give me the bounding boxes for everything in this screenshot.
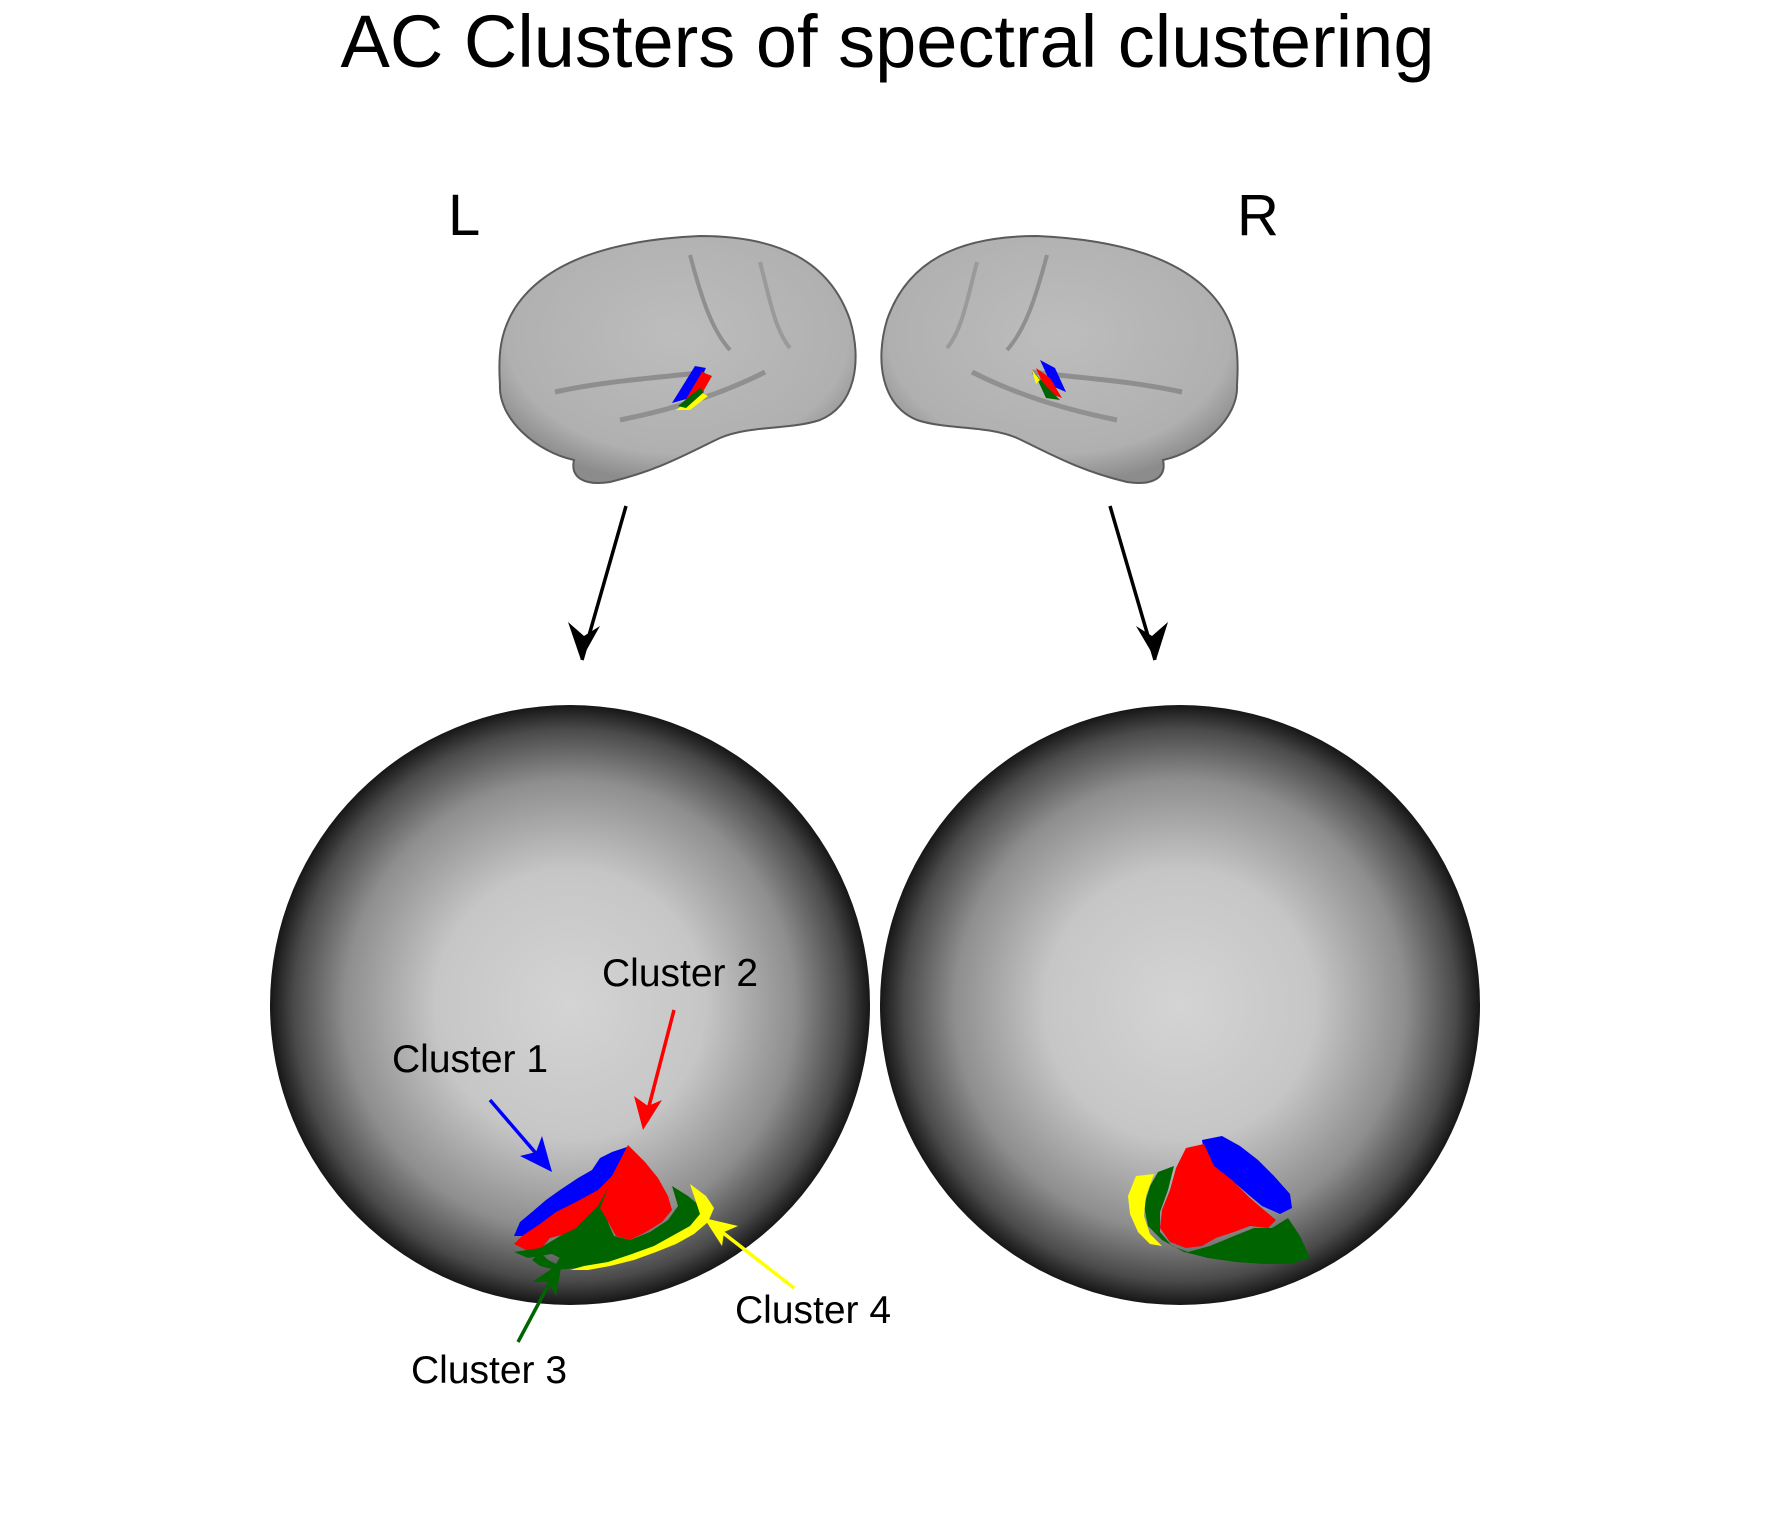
cluster-4-label: Cluster 4 xyxy=(735,1289,892,1332)
left-sphere xyxy=(270,705,870,1343)
right-hemisphere-label: R xyxy=(1237,183,1279,248)
left-down-arrowhead xyxy=(568,622,600,660)
left-brain-surface xyxy=(498,234,857,484)
cluster-2-arrowhead xyxy=(634,1096,662,1130)
left-sphere-cluster-map xyxy=(514,1145,714,1270)
right-down-arrowhead xyxy=(1136,622,1168,660)
cluster-4-arrowhead xyxy=(704,1218,738,1246)
left-hemisphere-label: L xyxy=(448,183,481,248)
cluster-3-arrowhead xyxy=(532,1262,562,1296)
right-sphere xyxy=(880,705,1480,1305)
cluster-1-label: Cluster 1 xyxy=(392,1038,549,1081)
cluster-3-arrow xyxy=(516,1281,552,1343)
cluster-4-arrow xyxy=(720,1230,796,1290)
cluster-3-label: Cluster 3 xyxy=(411,1349,568,1392)
cluster-1-arrowhead xyxy=(520,1136,552,1172)
cluster-2-label: Cluster 2 xyxy=(602,952,759,995)
figure-title: AC Clusters of spectral clustering xyxy=(340,0,1435,83)
cluster-1-arrow xyxy=(488,1098,542,1160)
right-sphere-cluster-map xyxy=(1128,1136,1310,1264)
cluster-2-arrow xyxy=(646,1009,676,1111)
right-brain-surface xyxy=(880,234,1239,484)
